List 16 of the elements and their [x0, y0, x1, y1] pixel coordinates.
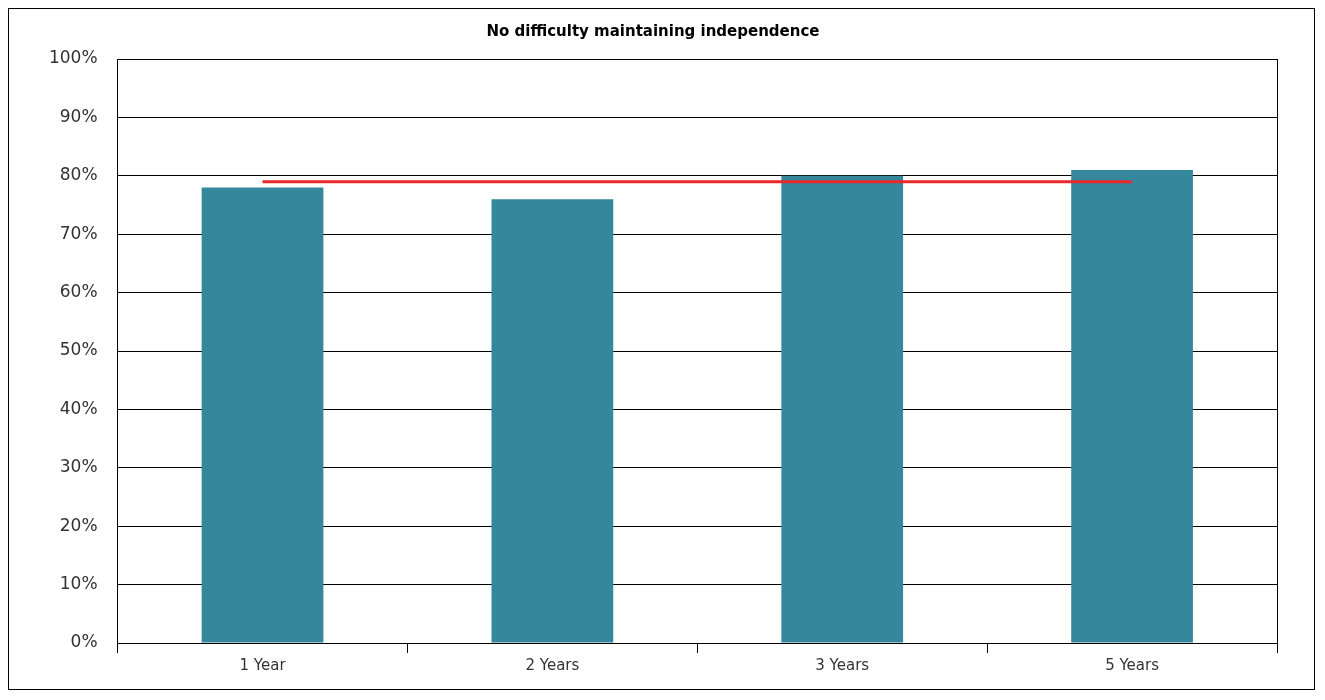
y-tick-label: 30% [59, 456, 98, 477]
x-tick-label: 3 Years [815, 655, 870, 674]
x-tick-label: 1 Year [239, 655, 287, 674]
y-tick-label: 100% [48, 47, 98, 68]
y-tick-label: 90% [59, 105, 98, 126]
y-tick-label: 40% [59, 397, 98, 418]
y-tick-label: 50% [59, 339, 98, 360]
y-tick-label: 80% [59, 164, 98, 185]
y-tick-label: 20% [59, 514, 98, 535]
chart-title: No difficulty maintaining independence [486, 21, 820, 40]
y-tick-label: 0% [70, 631, 98, 652]
x-tick-label: 5 Years [1105, 655, 1160, 674]
y-tick-label: 10% [59, 573, 98, 594]
y-tick-label: 60% [59, 281, 98, 302]
y-tick-label: 70% [59, 222, 98, 243]
x-tick-label: 2 Years [525, 655, 580, 674]
